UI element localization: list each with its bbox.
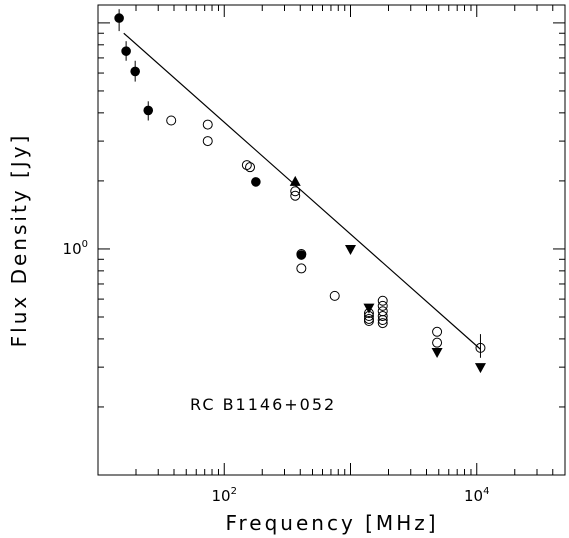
- point-filled-circle: [251, 177, 261, 187]
- x-tick-label: 102: [212, 486, 237, 505]
- point-triangle-down: [431, 348, 443, 359]
- point-filled-circle: [143, 105, 154, 116]
- point-open-circle: [202, 119, 213, 130]
- axis-ticks: [97, 5, 566, 476]
- point-filled-circle: [114, 13, 124, 23]
- point-open-circle: [377, 311, 388, 322]
- point-open-circle: [290, 186, 301, 197]
- point-triangle-down: [474, 363, 486, 374]
- point-open-circle: [245, 162, 256, 173]
- point-open-circle: [377, 318, 388, 329]
- point-open-circle: [377, 314, 388, 325]
- point-open-circle: [377, 300, 388, 311]
- point-filled-circle: [130, 66, 140, 77]
- point-filled-circle: [121, 46, 131, 56]
- y-axis-label: Flux Density [Jy]: [7, 133, 31, 348]
- point-open-circle: [166, 115, 177, 126]
- point-open-circle: [296, 263, 307, 274]
- y-tick-label: 100: [63, 239, 88, 258]
- point-open-circle: [363, 316, 374, 327]
- fit-line: [123, 32, 481, 350]
- x-tick-label: 104: [464, 486, 489, 505]
- x-axis-label: Frequency [MHz]: [225, 511, 438, 535]
- point-triangle-down: [363, 303, 375, 314]
- fit-line-group: [123, 32, 481, 350]
- tick-labels: 102 104 100: [63, 239, 490, 505]
- annotation-label: RC B1146+052: [190, 395, 336, 414]
- point-open-circle: [432, 326, 443, 337]
- data-points: [114, 9, 486, 374]
- point-open-circle: [432, 337, 443, 348]
- point-triangle-down: [345, 244, 357, 255]
- point-open-circle: [329, 290, 340, 301]
- point-open-circle: [290, 190, 301, 201]
- point-open-circle: [241, 160, 252, 171]
- point-open-circle: [377, 295, 388, 306]
- point-triangle-up: [289, 175, 301, 186]
- point-open-circle: [202, 136, 213, 147]
- point-open-circle: [475, 342, 486, 353]
- plot-frame: [97, 4, 566, 476]
- point-open-circle: [296, 248, 307, 259]
